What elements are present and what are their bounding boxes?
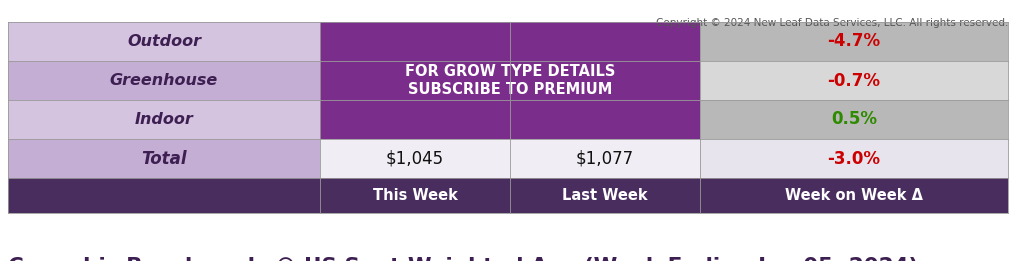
Bar <box>700 61 1008 100</box>
Text: -4.7%: -4.7% <box>827 33 881 50</box>
Text: This Week: This Week <box>373 188 458 203</box>
Text: Outdoor: Outdoor <box>127 34 201 49</box>
Text: SUBSCRIBE TO PREMIUM: SUBSCRIBE TO PREMIUM <box>408 82 612 97</box>
Bar <box>8 100 319 139</box>
Text: Indoor: Indoor <box>134 112 194 127</box>
Text: -3.0%: -3.0% <box>827 150 881 168</box>
Bar <box>8 178 1008 213</box>
Bar <box>700 100 1008 139</box>
Text: Last Week: Last Week <box>562 188 648 203</box>
Text: $1,077: $1,077 <box>575 150 634 168</box>
Text: $1,045: $1,045 <box>386 150 444 168</box>
Text: Total: Total <box>141 150 186 168</box>
Bar <box>510 139 700 178</box>
Bar <box>319 139 510 178</box>
Text: Cannabis Benchmarks® US Spot Weighted Avg (Week Ending Jan 05, 2024): Cannabis Benchmarks® US Spot Weighted Av… <box>8 257 919 261</box>
Text: Week on Week Δ: Week on Week Δ <box>785 188 923 203</box>
Text: Copyright © 2024 New Leaf Data Services, LLC. All rights reserved.: Copyright © 2024 New Leaf Data Services,… <box>655 18 1008 28</box>
Bar <box>8 61 319 100</box>
Bar <box>8 22 319 61</box>
Text: 0.5%: 0.5% <box>831 110 877 128</box>
Bar <box>319 22 700 139</box>
Text: -0.7%: -0.7% <box>827 72 881 90</box>
Bar <box>8 139 319 178</box>
Bar <box>700 22 1008 61</box>
Text: Greenhouse: Greenhouse <box>110 73 218 88</box>
Text: FOR GROW TYPE DETAILS: FOR GROW TYPE DETAILS <box>404 64 615 79</box>
Bar <box>700 139 1008 178</box>
